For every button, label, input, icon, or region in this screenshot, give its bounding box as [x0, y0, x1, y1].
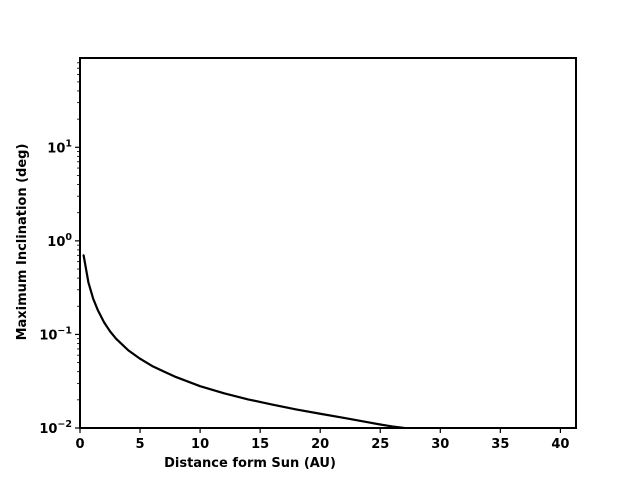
- y-axis-ticks: 10−2 10−1 100 101: [39, 138, 80, 437]
- series-line: [82, 254, 411, 428]
- x-tick-label: 25: [371, 437, 389, 452]
- x-tick-label: 5: [136, 437, 145, 452]
- y-tick-label: 101: [47, 138, 72, 156]
- x-tick-label: 30: [431, 437, 449, 452]
- x-tick-label: 10: [191, 437, 209, 452]
- y-tick-label: 100: [47, 232, 72, 250]
- x-tick-label: 0: [75, 437, 84, 452]
- y-tick-label: 10−1: [39, 325, 72, 343]
- x-tick-label: 20: [311, 437, 329, 452]
- x-axis-label: Distance form Sun (AU): [164, 456, 336, 471]
- y-tick-label: 10−2: [39, 419, 72, 437]
- x-tick-label: 40: [551, 437, 569, 452]
- y-axis-label: Maximum Inclination (deg): [15, 144, 30, 341]
- plot-background: [80, 58, 576, 428]
- plot-frame: [79, 57, 577, 429]
- x-tick-label: 35: [491, 437, 509, 452]
- x-tick-label: 15: [251, 437, 269, 452]
- series-layer: [82, 254, 411, 428]
- x-axis-ticks: 0 5 10 15 20 25 30 35 40: [75, 428, 569, 452]
